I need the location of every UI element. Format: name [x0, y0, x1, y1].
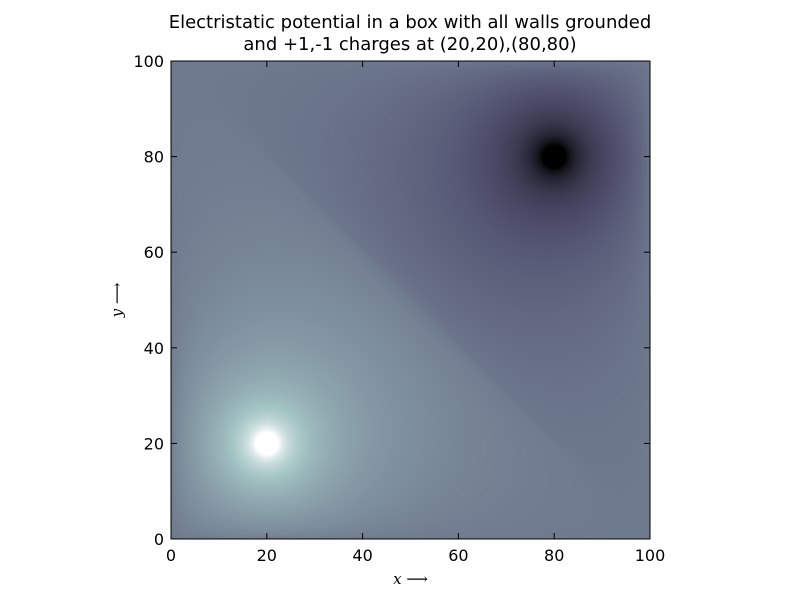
heatmap-image	[171, 61, 650, 539]
y-axis-label: y ⟶	[108, 283, 126, 319]
y-tick-label: 100	[133, 52, 164, 71]
chart-title-line-2: and +1,-1 charges at (20,20),(80,80)	[243, 34, 577, 55]
plot-area	[171, 61, 650, 539]
axis-tick-labels: 0 20 40 60 80 100 0 20 40 60 80 100	[133, 52, 665, 565]
x-axis-label: x ⟶	[393, 570, 428, 588]
chart-title: Electristatic potential in a box with al…	[0, 12, 800, 56]
x-tick-label: 100	[635, 546, 666, 565]
y-tick-label: 40	[144, 339, 164, 358]
x-tick-label: 20	[257, 546, 277, 565]
y-tick-label: 20	[144, 434, 164, 453]
x-tick-label: 40	[352, 546, 372, 565]
plot-frame	[170, 60, 651, 540]
y-tick-label: 60	[144, 243, 164, 262]
x-tick-label: 80	[544, 546, 564, 565]
x-tick-label: 0	[166, 546, 176, 565]
y-tick-label: 0	[154, 530, 164, 549]
y-tick-label: 80	[144, 148, 164, 167]
x-tick-label: 60	[448, 546, 468, 565]
chart-title-line-1: Electristatic potential in a box with al…	[168, 12, 652, 33]
